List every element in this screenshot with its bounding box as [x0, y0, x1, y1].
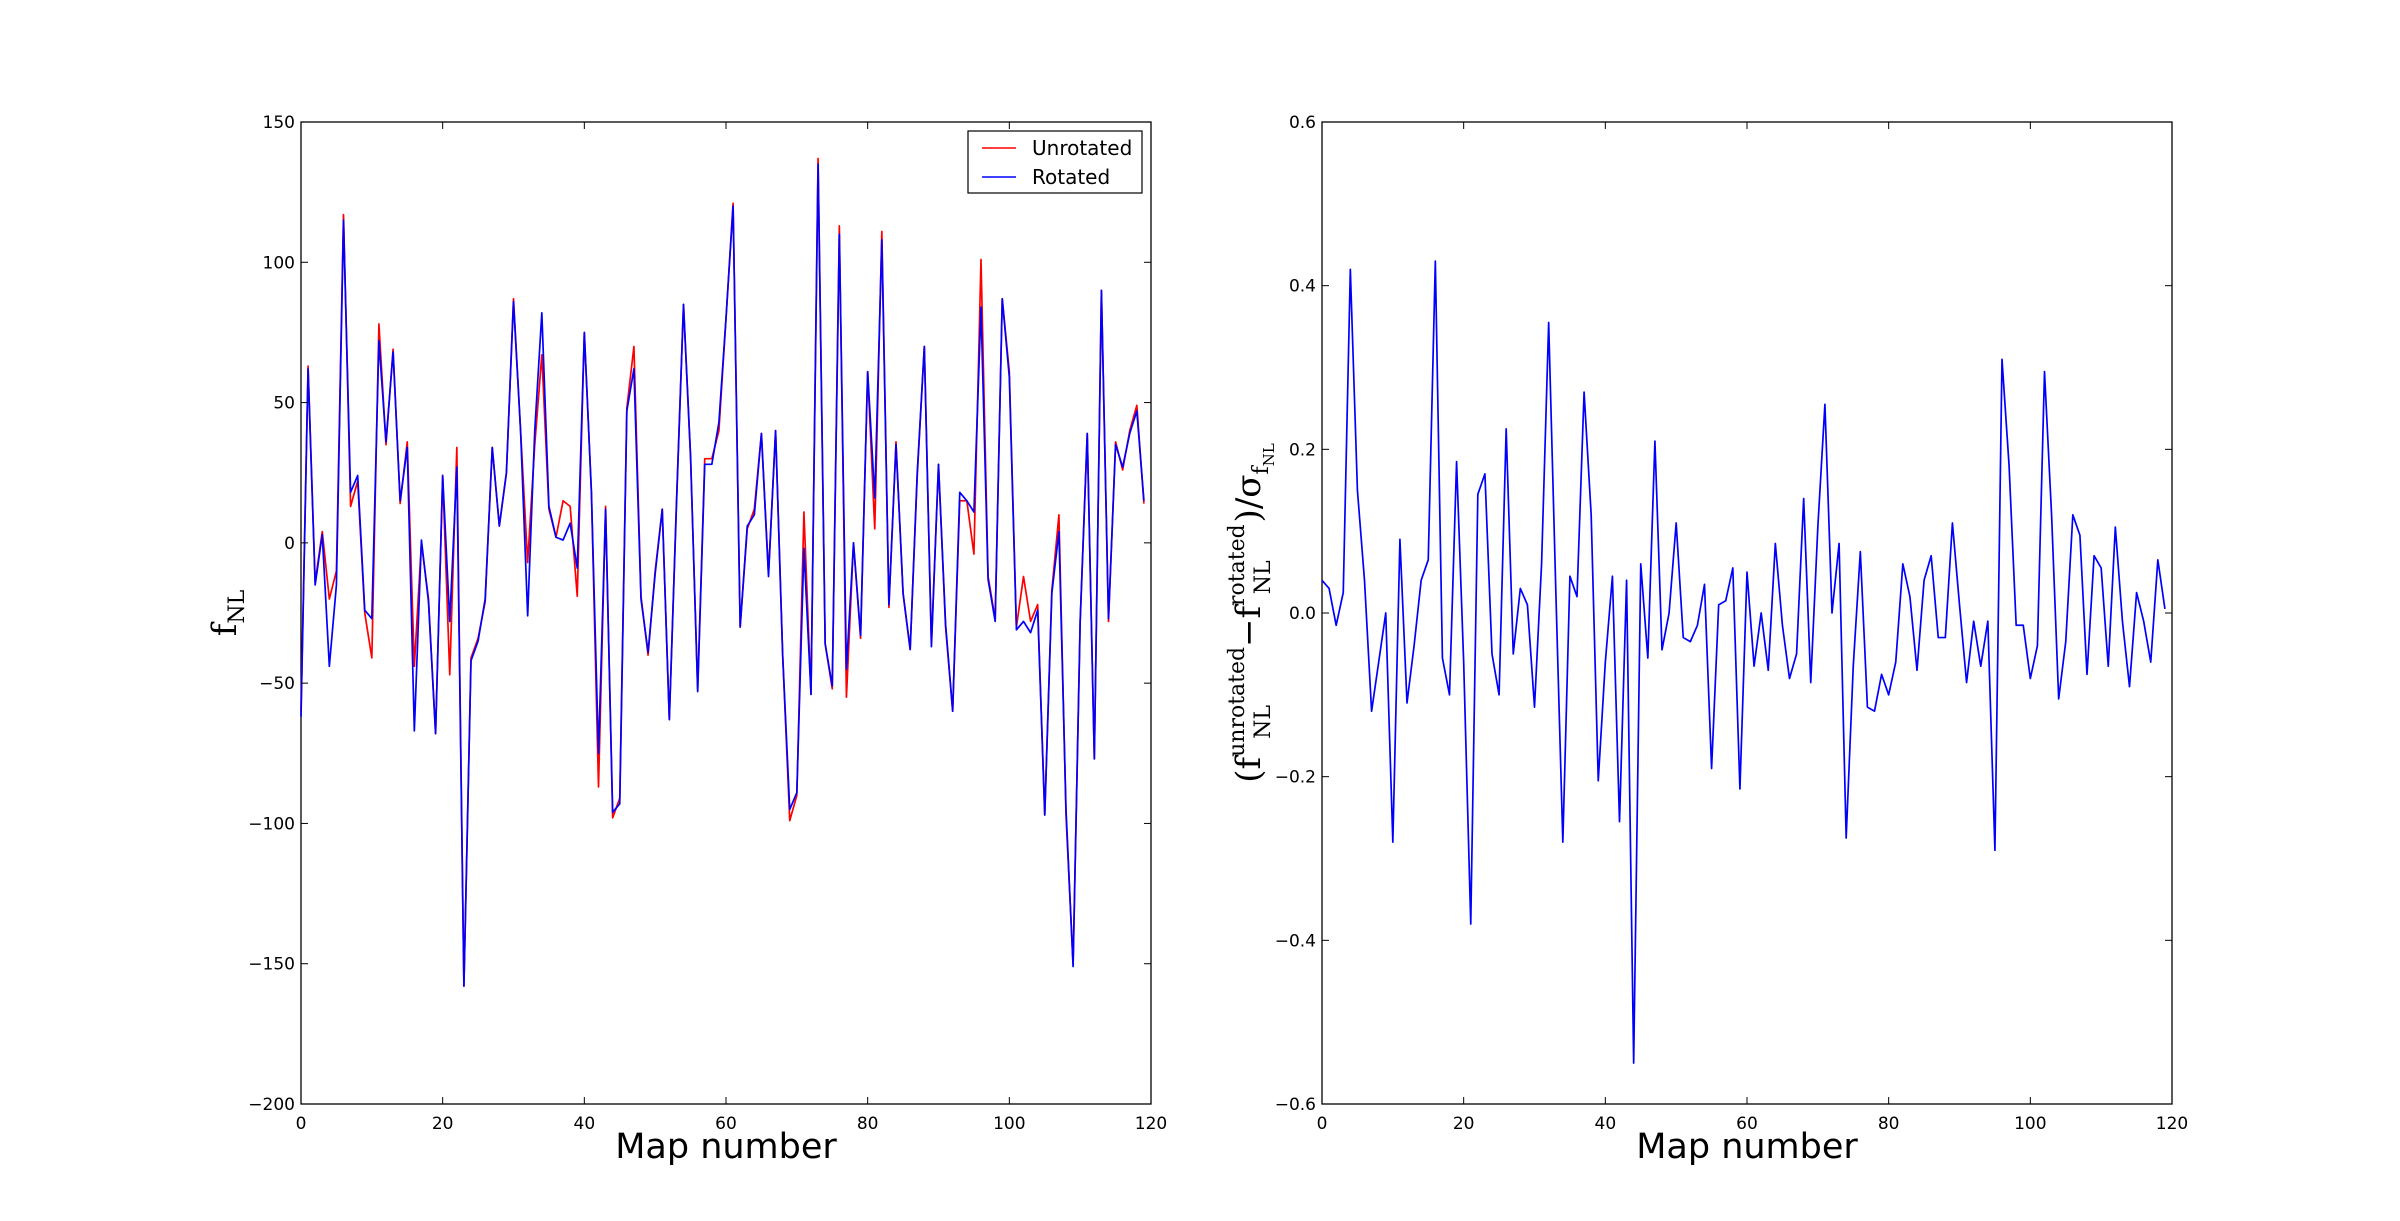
left-y-tick-label: −150 [248, 955, 295, 975]
left-x-tick-label: 0 [296, 1114, 307, 1134]
right-data-layer [1321, 260, 2166, 1064]
right-x-tick-label: 20 [1453, 1114, 1475, 1134]
left-x-axis-label: Map number [615, 1127, 837, 1167]
right-y-tick-label: 0.6 [1289, 113, 1316, 133]
right-y-tick-label: −0.2 [1275, 768, 1316, 788]
right-y-axis-label: (funrotatedNL−frotatedNL)/σfNL [1225, 443, 1278, 783]
right-y-tick-label: 0.0 [1289, 604, 1316, 624]
right-y-tick-label: −0.6 [1275, 1095, 1316, 1115]
left-y-axis-label-main: f [205, 621, 245, 636]
legend-box [967, 130, 1143, 194]
left-x-tick-label: 80 [857, 1114, 879, 1134]
ylabel-part-sub-nl-2: NL [1251, 560, 1276, 594]
right-x-tick-label: 60 [1736, 1114, 1758, 1134]
right-x-axis-label: Map number [1636, 1127, 1858, 1167]
left-x-tick-label: 40 [574, 1114, 596, 1134]
ylabel-part-sup-rotated: rotated [1225, 524, 1250, 606]
ylabel-part-sigma-nl: NL [1260, 443, 1278, 466]
right-y-tick-label: 0.2 [1289, 440, 1316, 460]
right-y-tick-label: −0.4 [1275, 931, 1316, 951]
right-x-tick-label: 0 [1317, 1114, 1328, 1134]
ylabel-part-minus-f: −f [1229, 604, 1269, 647]
left-y-tick-label: −50 [259, 674, 295, 694]
right-series-line-difference [1321, 260, 2166, 1064]
left-y-tick-label: 50 [273, 394, 295, 414]
left-series-line-rotated [300, 163, 1145, 988]
left-x-tick-label: 20 [432, 1114, 454, 1134]
legend-label-rotated: Rotated [1032, 165, 1110, 189]
left-y-tick-label: 0 [284, 534, 295, 554]
left-y-tick-label: 150 [263, 113, 295, 133]
ylabel-part-sigma: )/σ [1229, 474, 1269, 522]
right-x-tick-label: 80 [1878, 1114, 1900, 1134]
left-y-axis-label-sub: NL [225, 589, 250, 623]
left-axis-ticks: 0 20 40 60 80 100 120 −200 −150 −100 −50 0 50 100 150 [248, 113, 1167, 1134]
left-x-tick-label: 60 [715, 1114, 737, 1134]
ylabel-part-sigma-f: f [1249, 464, 1274, 474]
left-y-tick-label: −100 [248, 814, 295, 834]
right-axis-ticks: 0 20 40 60 80 100 120 −0.6 −0.4 −0.2 0.0 0.2 0.4 0.6 [1275, 113, 2189, 1134]
right-x-tick-label: 120 [2156, 1114, 2188, 1134]
left-x-tick-label: 100 [993, 1114, 1025, 1134]
ylabel-part-open: (f [1229, 754, 1269, 782]
left-data-layer [300, 157, 1145, 988]
ylabel-part-sup-unrotated: unrotated [1225, 647, 1250, 757]
left-y-tick-label: −200 [248, 1095, 295, 1115]
left-legend: Unrotated Rotated [967, 130, 1143, 194]
right-x-tick-label: 40 [1595, 1114, 1617, 1134]
ylabel-part-sub-nl: NL [1251, 705, 1276, 739]
left-chart-panel: 0 20 40 60 80 100 120−200−150−100−50050100150 … [205, 113, 1167, 1167]
left-x-tick-label: 120 [1135, 1114, 1167, 1134]
left-y-tick-label: 100 [263, 253, 295, 273]
legend-label-unrotated: Unrotated [1032, 136, 1132, 160]
left-y-axis-label: fNL [205, 589, 250, 636]
right-chart-panel: 0 20 40 60 80 100 120−0.6−0.4−0.20.00.20.40.6 … [1225, 113, 2188, 1167]
right-x-tick-label: 100 [2014, 1114, 2046, 1134]
right-y-tick-label: 0.4 [1289, 277, 1316, 297]
